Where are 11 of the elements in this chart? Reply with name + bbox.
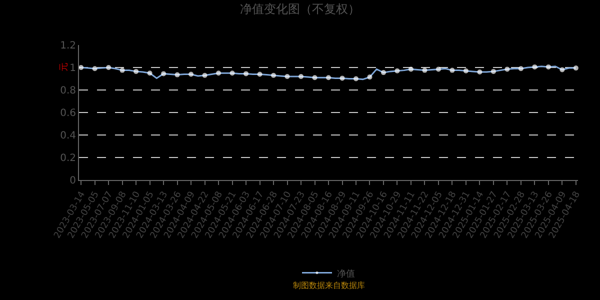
y-axis-title: 元: [58, 62, 70, 72]
y-tick-label: 0.6: [60, 108, 76, 119]
y-tick-label: 0.2: [60, 153, 76, 164]
y-tick-label: 0.4: [60, 130, 76, 142]
chart-title: 净值变化图（不复权）: [240, 2, 360, 16]
y-tick-label: 0.8: [60, 86, 76, 96]
y-tick-label: 0: [70, 176, 76, 186]
y-tick-label: 1.2: [60, 40, 76, 52]
legend-label: 净值: [337, 268, 355, 280]
y-tick-label: 1: [70, 63, 76, 74]
text: 制图数据来自数据库: [293, 281, 365, 290]
